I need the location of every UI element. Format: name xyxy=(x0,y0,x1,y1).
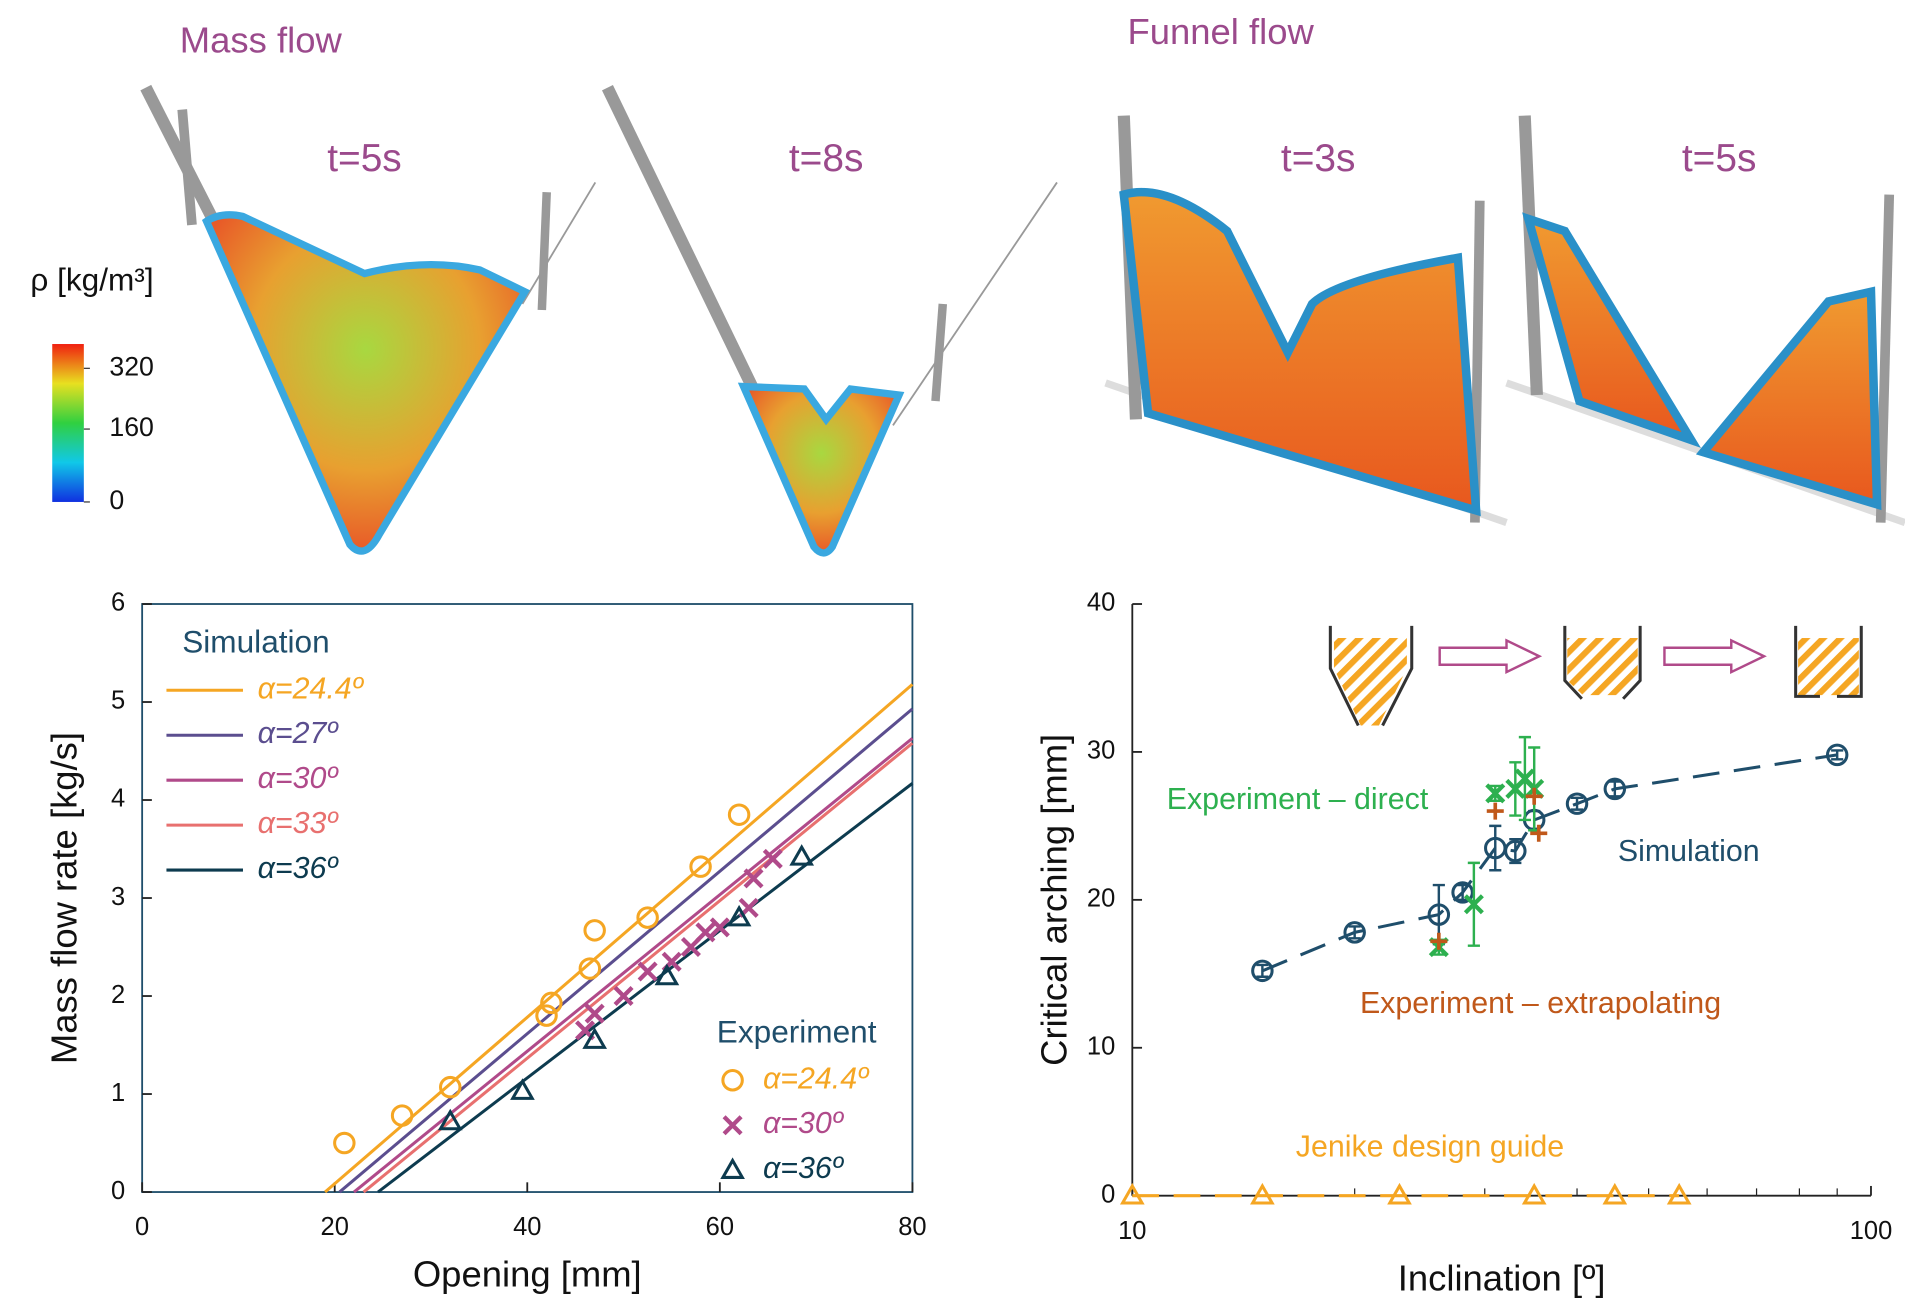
legend-label: α=30º xyxy=(258,762,340,795)
x-tick-label: 100 xyxy=(1850,1217,1893,1245)
series-label: Experiment – direct xyxy=(1167,783,1429,816)
legend-label: α=24.4º xyxy=(258,672,365,705)
y-tick-label: 3 xyxy=(111,883,125,911)
y-axis-label: Mass flow rate [kg/s] xyxy=(43,732,84,1064)
marker xyxy=(585,921,604,940)
x-tick-label: 40 xyxy=(513,1213,541,1241)
colorbar-label: ρ [kg/m³] xyxy=(30,261,153,297)
legend-label: α=30º xyxy=(763,1107,845,1140)
y-axis-label: Critical arching [mm] xyxy=(1034,734,1075,1066)
marker xyxy=(392,1106,411,1125)
legend-marker xyxy=(723,1071,742,1090)
legend-marker xyxy=(724,1117,741,1134)
hopper-icons xyxy=(1330,626,1861,726)
legend-marker xyxy=(723,1160,742,1177)
y-tick-label: 40 xyxy=(1087,589,1115,617)
error-bar xyxy=(1489,826,1501,870)
colorbar-tick-label: 320 xyxy=(109,351,154,381)
colorbar-tick-label: 160 xyxy=(109,412,154,442)
y-tick-label: 0 xyxy=(1101,1180,1115,1208)
marker xyxy=(1526,788,1543,805)
marker xyxy=(697,924,714,941)
x-axis-label: Inclination [º] xyxy=(1398,1257,1606,1298)
y-tick-label: 0 xyxy=(111,1177,125,1205)
legend-label: α=36º xyxy=(763,1152,845,1185)
series-label: Jenike design guide xyxy=(1296,1130,1564,1163)
marker xyxy=(639,963,656,980)
marker xyxy=(513,1081,532,1098)
colorbar-tick-label: 0 xyxy=(109,485,124,515)
colorbar xyxy=(52,344,84,502)
time-label: t=5s xyxy=(1682,137,1757,180)
legend-label: α=27º xyxy=(258,717,340,750)
y-tick-label: 2 xyxy=(111,981,125,1009)
panel-title: Mass flow xyxy=(180,19,343,60)
marker xyxy=(441,1077,460,1096)
legend-title: Simulation xyxy=(182,623,329,659)
marker xyxy=(792,847,811,864)
x-tick-label: 20 xyxy=(321,1213,349,1241)
y-tick-label: 1 xyxy=(111,1079,125,1107)
legend-label: α=33º xyxy=(258,807,340,840)
panel-title: Funnel flow xyxy=(1127,11,1314,52)
marker xyxy=(1530,825,1547,842)
y-tick-label: 10 xyxy=(1087,1032,1115,1060)
y-tick-label: 6 xyxy=(111,589,125,617)
x-tick-label: 0 xyxy=(135,1213,149,1241)
time-label: t=8s xyxy=(789,137,864,180)
x-axis-label: Opening [mm] xyxy=(413,1254,642,1295)
x-tick-label: 60 xyxy=(706,1213,734,1241)
marker xyxy=(586,1005,603,1022)
y-tick-label: 20 xyxy=(1087,885,1115,913)
y-tick-label: 30 xyxy=(1087,737,1115,765)
legend-label: α=36º xyxy=(258,852,340,885)
error-bar xyxy=(1256,965,1268,977)
x-tick-label: 80 xyxy=(898,1213,926,1241)
marker xyxy=(1487,803,1504,820)
series-label: Experiment – extrapolating xyxy=(1360,987,1721,1020)
time-label: t=3s xyxy=(1281,137,1356,180)
marker xyxy=(1430,933,1447,950)
figure: Mass flow Funnel flow t=5s t=8s t=3s t=5… xyxy=(0,0,1905,1304)
time-label: t=5s xyxy=(327,137,402,180)
y-tick-label: 4 xyxy=(111,785,125,813)
marker xyxy=(615,988,632,1005)
y-tick-label: 5 xyxy=(111,687,125,715)
series-label: Simulation xyxy=(1618,835,1760,868)
x-tick-label: 10 xyxy=(1118,1217,1146,1245)
legend-label: α=24.4º xyxy=(763,1062,870,1095)
marker xyxy=(335,1133,354,1152)
legend-title: Experiment xyxy=(717,1013,877,1049)
marker xyxy=(729,805,748,824)
